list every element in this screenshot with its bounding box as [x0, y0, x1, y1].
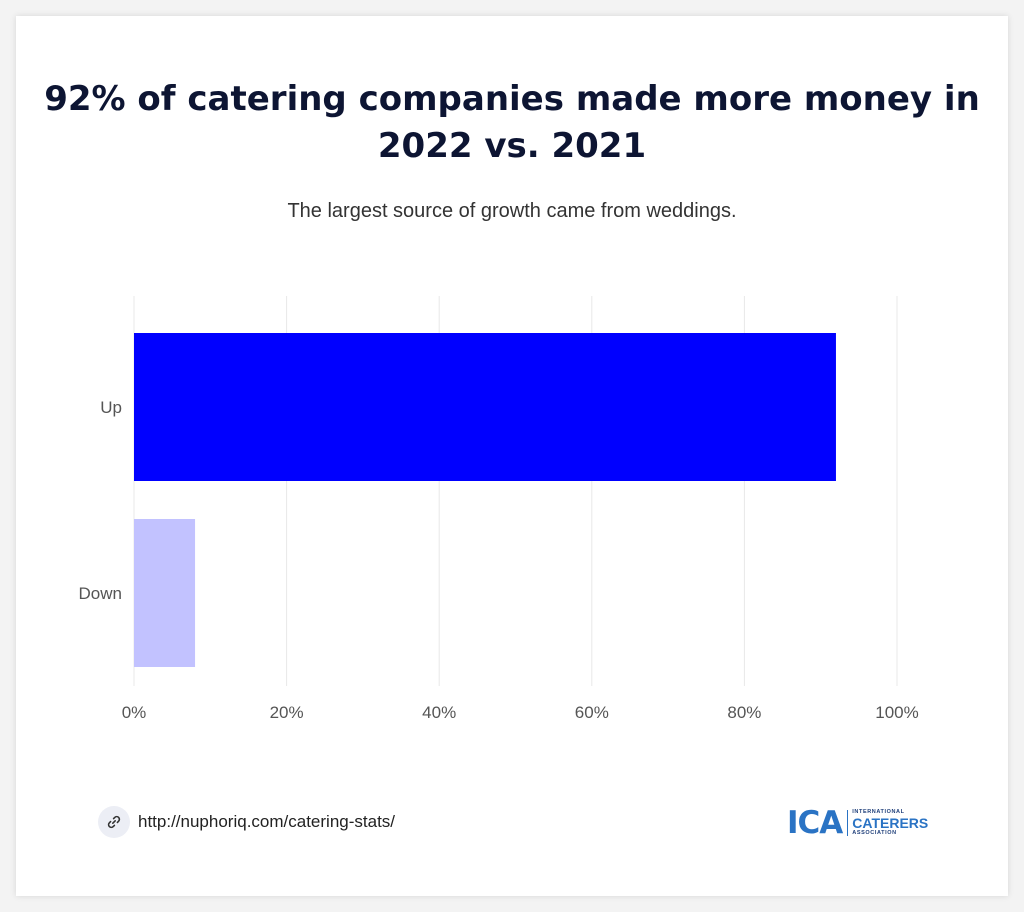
bar-up — [134, 333, 836, 481]
x-tick-label: 40% — [422, 703, 456, 722]
logo-separator — [847, 810, 849, 836]
bar-down — [134, 519, 196, 667]
x-tick-label: 80% — [727, 703, 761, 722]
x-tick-label: 60% — [575, 703, 609, 722]
logo-line-1: INTERNATIONAL — [852, 808, 905, 815]
link-icon — [98, 806, 130, 838]
logo-line-3: ASSOCIATION — [852, 830, 897, 836]
x-tick-label: 100% — [875, 703, 918, 722]
y-category-label: Up — [100, 398, 122, 417]
chart-subtitle: The largest source of growth came from w… — [287, 200, 737, 222]
logo-wordmark: INTERNATIONAL CATERERS ASSOCIATION — [852, 808, 929, 837]
y-category-label: Down — [79, 584, 122, 603]
source-url[interactable]: http://nuphoriq.com/catering-stats/ — [138, 812, 396, 831]
logo-line-2: CATERERS — [852, 815, 929, 831]
ica-logo: ICA INTERNATIONAL CATERERS ASSOCIATION — [787, 806, 928, 840]
x-tick-label: 20% — [270, 703, 304, 722]
chart-title: 92% of catering companies made more mone… — [44, 79, 980, 166]
x-tick-label: 0% — [122, 703, 147, 722]
logo-mark: ICA — [787, 805, 843, 841]
source-link[interactable]: http://nuphoriq.com/catering-stats/ — [98, 806, 395, 838]
